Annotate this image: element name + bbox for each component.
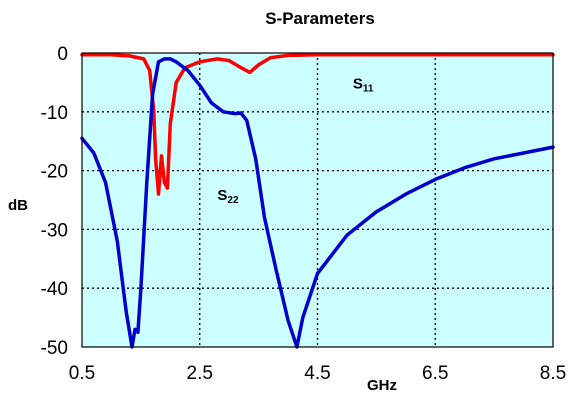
series-line-s22: [80, 57, 555, 349]
tick-labels: 0.5 2.5 4.5 6.5 8.5 0 -10 -20 -30 -40 -50: [41, 44, 567, 384]
x-tick-label: 2.5: [187, 363, 213, 384]
y-tick-label: -50: [41, 338, 68, 359]
y-tick-label: -40: [41, 279, 68, 300]
y-tick-label: 0: [57, 44, 68, 65]
plot-frame: [81, 52, 554, 348]
y-tick-label: -20: [41, 162, 68, 183]
series-layer: [80, 53, 555, 349]
x-tick-label: 0.5: [69, 363, 95, 384]
x-tick-label: 8.5: [540, 363, 566, 384]
gridlines: [82, 53, 553, 347]
x-tick-label: 4.5: [304, 363, 330, 384]
y-tick-label: -30: [41, 220, 68, 241]
annotations: S11 S22: [217, 75, 373, 206]
x-tick-label: 6.5: [422, 363, 448, 384]
y-axis-label: dB: [8, 197, 28, 214]
series-annotation-s11: S11: [353, 75, 374, 94]
series-annotation-s22: S22: [217, 187, 239, 206]
x-axis-label: GHz: [367, 377, 397, 394]
chart-title: S-Parameters: [265, 9, 375, 28]
y-tick-label: -10: [41, 103, 68, 124]
